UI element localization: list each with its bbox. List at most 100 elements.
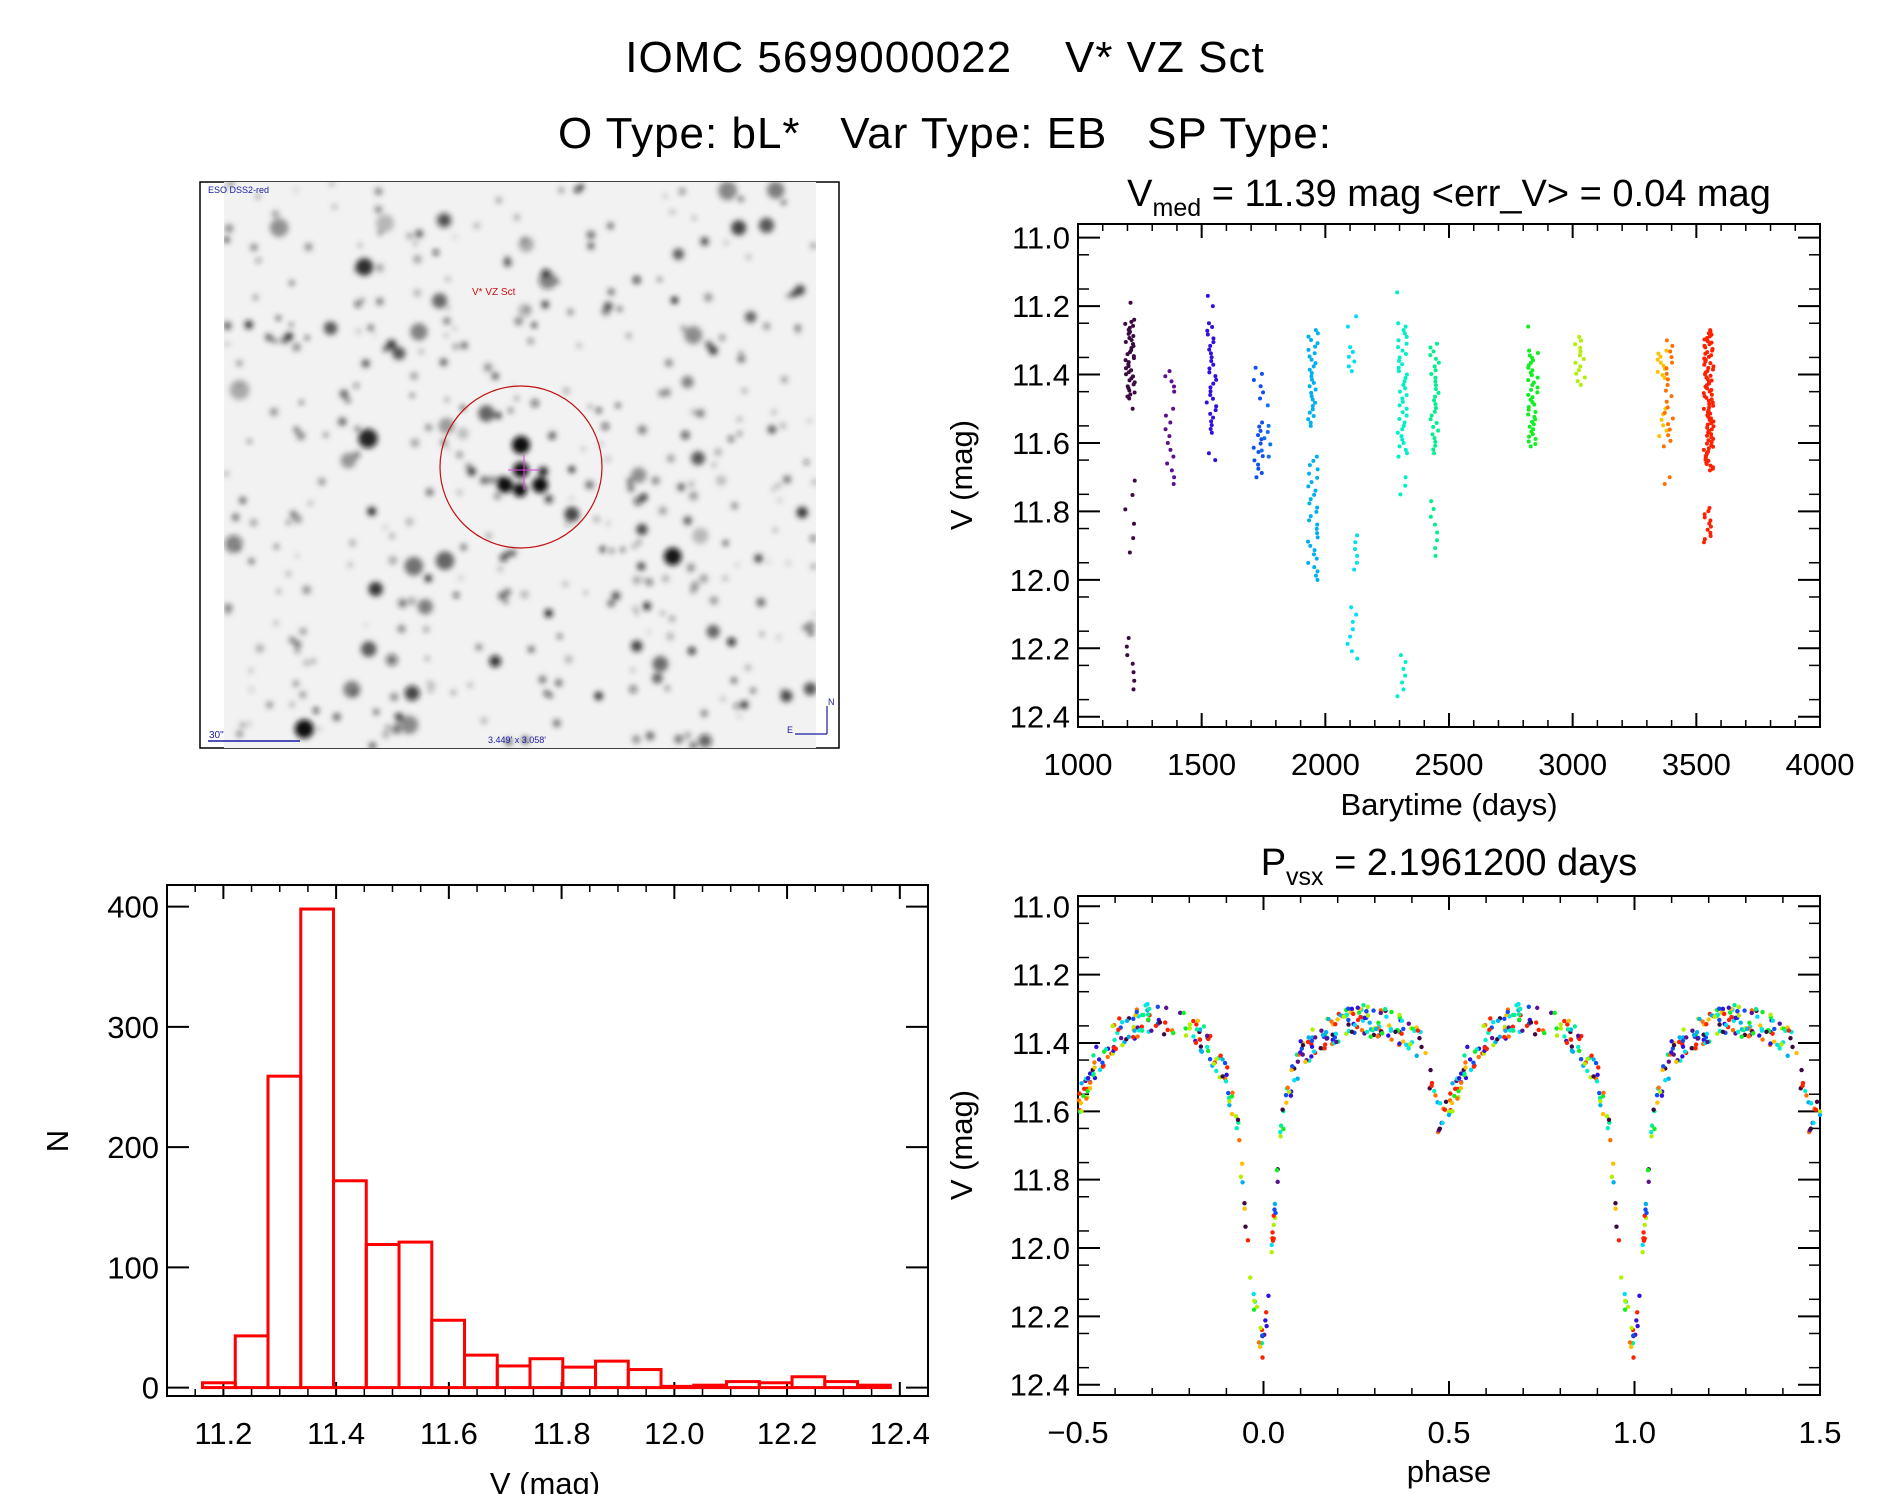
star [665, 359, 673, 367]
star [395, 720, 402, 727]
phased-point [1613, 1201, 1618, 1206]
phased-point [1786, 1028, 1792, 1033]
lightcurve-point [1428, 514, 1433, 519]
star [771, 410, 776, 415]
phased-point [1149, 1028, 1154, 1033]
lightcurve-point [1310, 397, 1315, 402]
star [631, 640, 643, 652]
compass-icon [795, 706, 828, 735]
lightcurve-point [1402, 331, 1407, 336]
phased-point [1333, 1022, 1338, 1027]
phased-point [1458, 1080, 1464, 1085]
lightcurve-point [1132, 478, 1137, 483]
lightcurve-point [1256, 449, 1261, 454]
phased-point [1609, 1174, 1615, 1179]
phased-point [1437, 1126, 1443, 1131]
y-tick-label: 12.2 [1010, 631, 1070, 666]
star [308, 500, 313, 506]
star [410, 393, 415, 398]
lightcurve-point [1573, 360, 1578, 365]
phased-point [1764, 1029, 1769, 1035]
x-tick-label: 0.5 [1427, 1415, 1470, 1450]
star [236, 360, 243, 367]
phased-point [1628, 1344, 1634, 1350]
lightcurve-point [1169, 468, 1174, 473]
phased-point [1593, 1060, 1599, 1066]
star [647, 630, 651, 634]
lightcurve-point [1529, 373, 1534, 378]
star [488, 475, 497, 485]
lightcurve-point [1171, 454, 1176, 459]
phased-point [1458, 1071, 1464, 1076]
lightcurve-point [1404, 393, 1409, 398]
star [450, 690, 456, 695]
lightcurve-point [1163, 413, 1168, 418]
star [796, 330, 800, 334]
phased-point [1455, 1096, 1460, 1101]
lightcurve-point [1208, 351, 1213, 356]
phased-point [1399, 1018, 1405, 1023]
phased-point [1536, 1027, 1541, 1033]
star [358, 243, 362, 247]
lightcurve-point [1430, 432, 1435, 437]
star [565, 522, 570, 526]
star [360, 641, 377, 657]
star [376, 298, 384, 305]
lightcurve-point [1431, 447, 1436, 452]
phased-point [1376, 1020, 1381, 1025]
star [633, 496, 643, 506]
star [390, 692, 399, 702]
phased-point [1368, 1034, 1373, 1039]
phased-point [1463, 1065, 1468, 1070]
lightcurve-point [1205, 293, 1210, 298]
phased-point [1518, 1006, 1523, 1012]
star [719, 334, 725, 341]
phased-point [1309, 1044, 1315, 1049]
phased-point [1198, 1048, 1204, 1053]
lightcurve-point [1400, 427, 1405, 432]
star [783, 475, 792, 484]
star [331, 204, 338, 210]
phased-point [1458, 1086, 1464, 1091]
lightcurve-point [1251, 378, 1256, 383]
phased-point [1597, 1090, 1602, 1096]
phased-point [1274, 1167, 1280, 1173]
phased-point [1704, 1022, 1709, 1027]
star [700, 237, 709, 246]
phased-point [1680, 1038, 1686, 1044]
lightcurve-point [1397, 403, 1402, 408]
lightcurve-point [1131, 382, 1136, 387]
phased-point [1309, 1054, 1314, 1059]
star [348, 562, 352, 567]
phased-point [1677, 1035, 1682, 1040]
lightcurve-point [1211, 381, 1216, 386]
x-tick-label: 1500 [1167, 747, 1236, 782]
star [410, 372, 418, 380]
lightcurve-point [1210, 396, 1215, 401]
star [780, 690, 793, 703]
histogram-bar [790, 1375, 827, 1390]
lightcurve-point [1432, 409, 1437, 414]
star [239, 496, 247, 504]
star [772, 527, 778, 533]
star [438, 417, 455, 434]
lightcurve-point [1436, 428, 1441, 433]
phased-point [1240, 1180, 1245, 1185]
phased-point [1194, 1027, 1200, 1032]
lightcurve-point [1535, 375, 1540, 380]
star [606, 521, 610, 526]
star [367, 324, 374, 331]
lightcurve-point [1123, 358, 1128, 363]
phased-point [1384, 1014, 1389, 1019]
star [781, 376, 788, 383]
phased-point [1429, 1080, 1435, 1086]
lightcurve-point [1268, 442, 1273, 447]
lightcurve-point [1400, 680, 1405, 685]
star [372, 332, 376, 336]
star [661, 574, 670, 583]
star [700, 709, 708, 717]
star [351, 689, 358, 696]
lightcurve-point [1314, 509, 1319, 514]
phased-point [1443, 1099, 1449, 1104]
star [410, 323, 428, 341]
